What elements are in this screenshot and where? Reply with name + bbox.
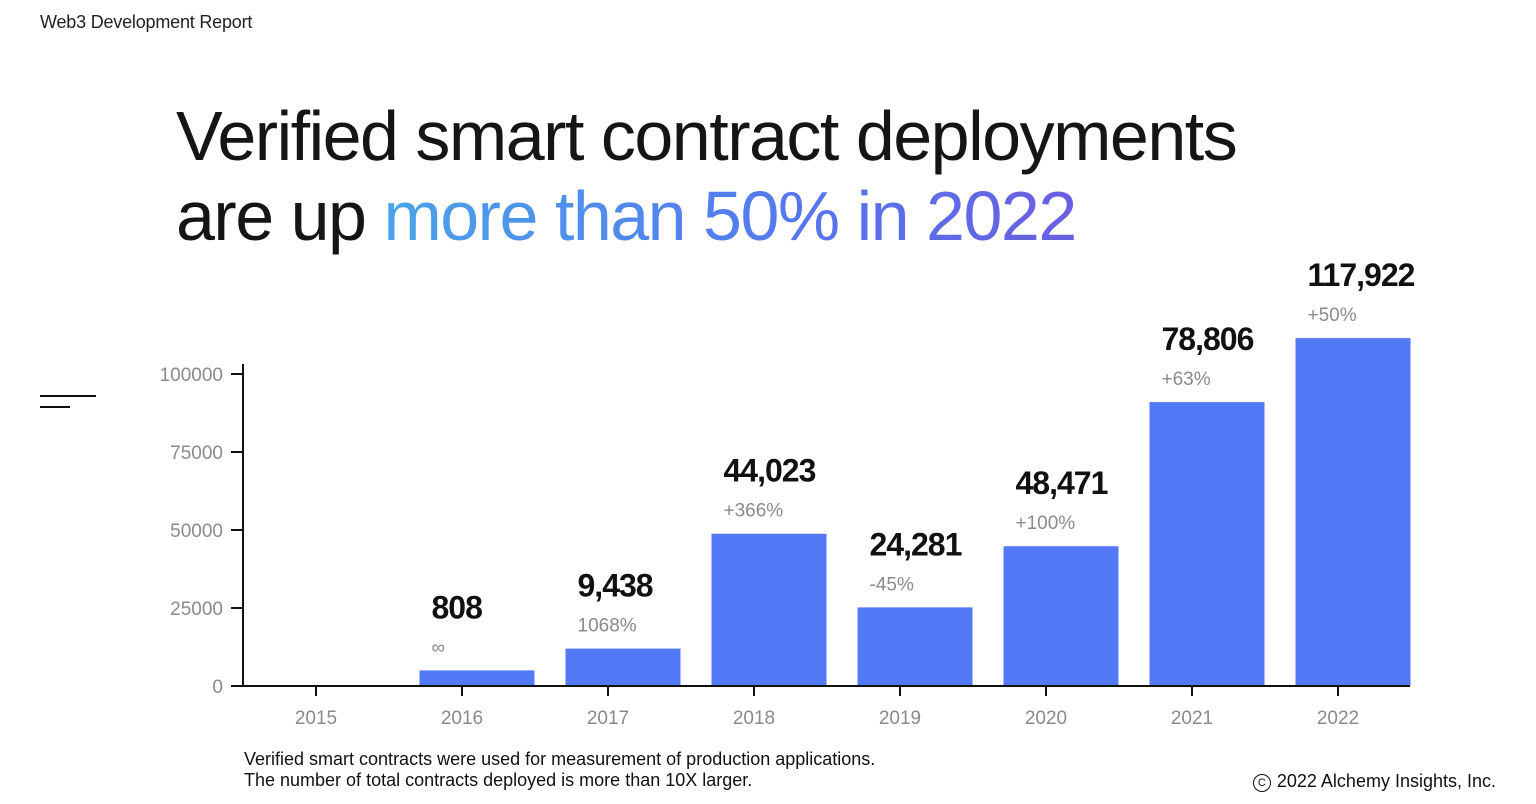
bar xyxy=(1295,338,1411,686)
data-label-growth: -45% xyxy=(870,574,914,595)
decorative-rule-short xyxy=(40,406,70,408)
data-label-value: 78,806 xyxy=(1162,321,1254,357)
y-tick-label: 0 xyxy=(212,677,223,698)
x-tick-label: 2020 xyxy=(1025,708,1067,729)
data-label-growth: 1068% xyxy=(578,616,637,637)
copyright: C 2022 Alchemy Insights, Inc. xyxy=(1252,771,1496,792)
footnote-line1: Verified smart contracts were used for m… xyxy=(244,749,876,769)
data-label-growth: +50% xyxy=(1308,305,1357,326)
copyright-text: 2022 Alchemy Insights, Inc. xyxy=(1276,771,1496,791)
headline-highlight: more than 50% in 2022 xyxy=(383,177,1077,255)
x-tick-label: 2022 xyxy=(1317,708,1359,729)
y-tick-label: 75000 xyxy=(170,443,223,464)
data-label-value: 24,281 xyxy=(870,526,962,562)
x-tick-label: 2019 xyxy=(879,708,921,729)
headline: Verified smart contract deployments are … xyxy=(176,96,1238,256)
data-label-value: 808 xyxy=(432,589,483,625)
bar xyxy=(565,648,681,686)
x-tick-label: 2016 xyxy=(441,708,483,729)
data-label-growth: +63% xyxy=(1162,369,1211,390)
footnote: Verified smart contracts were used for m… xyxy=(244,749,875,791)
headline-line1: Verified smart contract deployments xyxy=(176,97,1238,175)
copyright-icon: C xyxy=(1252,774,1271,792)
x-tick-label: 2018 xyxy=(733,708,775,729)
data-label-growth: +100% xyxy=(1016,513,1076,534)
x-tick-label: 2015 xyxy=(295,708,337,729)
bar xyxy=(857,607,973,686)
y-tick-label: 100000 xyxy=(160,365,223,386)
y-tick-label: 50000 xyxy=(170,521,223,542)
data-label-growth: +366% xyxy=(724,501,784,522)
bar xyxy=(711,533,827,686)
footnote-line2: The number of total contracts deployed i… xyxy=(244,770,753,790)
x-tick-label: 2017 xyxy=(587,708,629,729)
bar xyxy=(1003,546,1119,686)
data-label-value: 44,023 xyxy=(724,453,816,489)
headline-line2-prefix: are up xyxy=(176,177,384,255)
report-label: Web3 Development Report xyxy=(40,12,253,32)
y-tick-label: 25000 xyxy=(170,599,223,620)
data-label-growth: ∞ xyxy=(432,637,446,658)
data-label-value: 9,438 xyxy=(578,568,653,604)
data-label-value: 117,922 xyxy=(1308,257,1415,293)
data-label-value: 48,471 xyxy=(1016,465,1108,501)
bar xyxy=(419,670,535,686)
decorative-rule-long xyxy=(40,395,96,397)
x-tick-label: 2021 xyxy=(1171,708,1213,729)
bar xyxy=(1149,402,1265,686)
